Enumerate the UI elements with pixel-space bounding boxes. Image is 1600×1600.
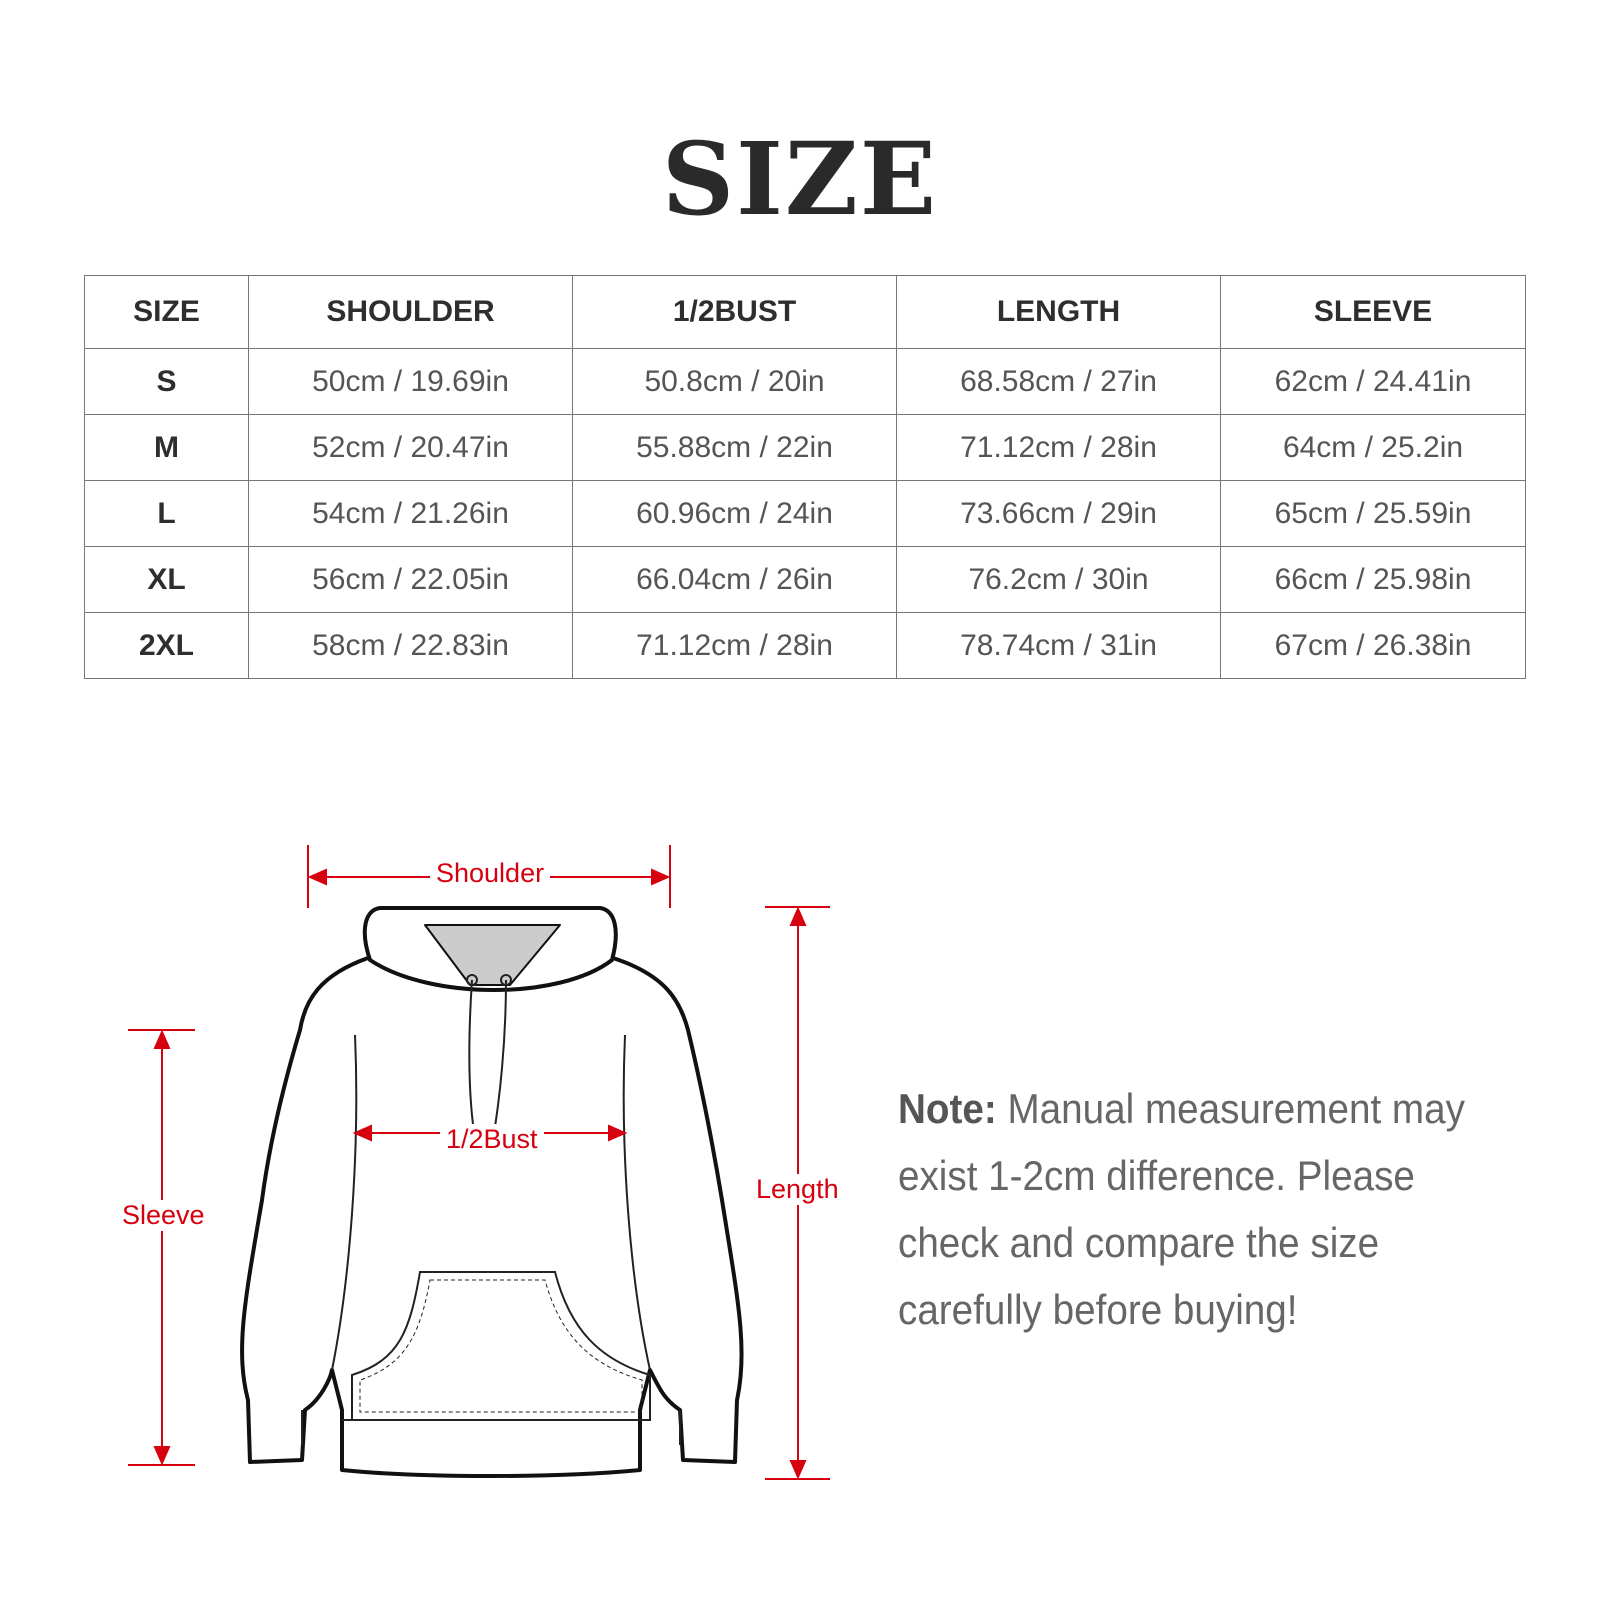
hoodie-details [301,974,681,1445]
measurement-cell: 62cm / 24.41in [1220,348,1526,415]
measurement-cell: 58cm / 22.83in [248,612,573,679]
measurement-cell: 66cm / 25.98in [1220,546,1526,613]
measurement-cell: 76.2cm / 30in [896,546,1221,613]
measurement-cell: 56cm / 22.05in [248,546,573,613]
measurement-cell: 52cm / 20.47in [248,414,573,481]
measurement-cell: 73.66cm / 29in [896,480,1221,547]
measurement-cell: 54cm / 21.26in [248,480,573,547]
measurement-cell: 50.8cm / 20in [572,348,897,415]
note-label: Note: [898,1085,997,1132]
header-bust: 1/2BUST [572,275,897,349]
table-header-row: SIZE SHOULDER 1/2BUST LENGTH SLEEVE [84,275,1526,349]
header-size: SIZE [84,275,249,349]
bust-label: 1/2Bust [440,1124,544,1155]
measurement-cell: 67cm / 26.38in [1220,612,1526,679]
page-title: SIZE [661,120,939,238]
size-cell: L [84,480,249,547]
note-text: Note: Manual measurement may exist 1-2cm… [898,1075,1487,1343]
measurement-lines [128,845,830,1480]
table-row: M 52cm / 20.47in 55.88cm / 22in 71.12cm / 2… [84,414,1526,481]
measurement-cell: 71.12cm / 28in [572,612,897,679]
table-row: XL 56cm / 22.05in 66.04cm / 26in 76.2cm / 3… [84,546,1526,613]
measurement-cell: 66.04cm / 26in [572,546,897,613]
sleeve-label: Sleeve [116,1200,211,1231]
measurement-cell: 60.96cm / 24in [572,480,897,547]
shoulder-label: Shoulder [430,858,551,889]
measurement-cell: 55.88cm / 22in [572,414,897,481]
table-row: 2XL 58cm / 22.83in 71.12cm / 28in 78.74cm /… [84,612,1526,679]
header-length: LENGTH [896,275,1221,349]
length-label: Length [750,1174,845,1205]
measurement-cell: 64cm / 25.2in [1220,414,1526,481]
note-body: Manual measurement may exist 1-2cm diffe… [898,1085,1465,1333]
size-cell: 2XL [84,612,249,679]
hoodie-outline [240,906,744,1478]
header-sleeve: SLEEVE [1220,275,1526,349]
measurement-cell: 50cm / 19.69in [248,348,573,415]
table-row: L 54cm / 21.26in 60.96cm / 24in 73.66cm / 2… [84,480,1526,547]
measurement-cell: 78.74cm / 31in [896,612,1221,679]
measurement-cell: 65cm / 25.59in [1220,480,1526,547]
size-cell: M [84,414,249,481]
measurement-cell: 71.12cm / 28in [896,414,1221,481]
table-row: S 50cm / 19.69in 50.8cm / 20in 68.58cm / 27… [84,348,1526,415]
size-cell: S [84,348,249,415]
size-table: SIZE SHOULDER 1/2BUST LENGTH SLEEVE S 50c… [84,275,1526,679]
